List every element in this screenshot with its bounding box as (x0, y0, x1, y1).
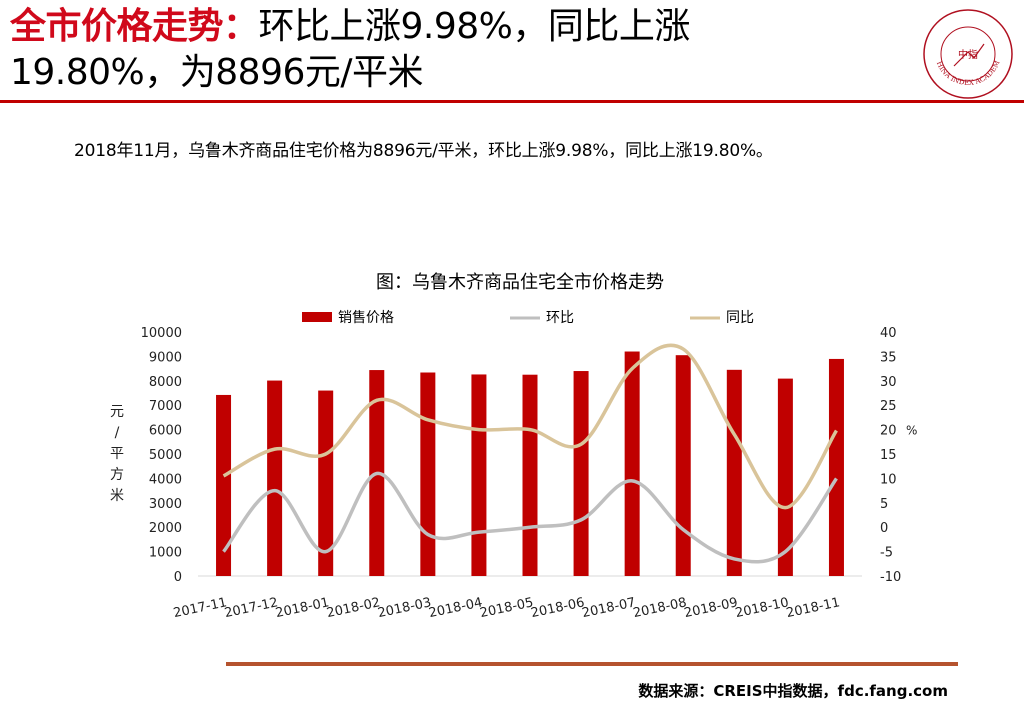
y-right-tick-label: 0 (880, 521, 888, 536)
chart-title: 图：乌鲁木齐商品住宅全市价格走势 (376, 272, 664, 293)
y-left-axis-label-char: / (115, 425, 120, 441)
x-tick-label: 2018-01 (274, 595, 330, 621)
y-right-tick-label: -10 (880, 570, 901, 585)
china-index-academy-logo: CHINA INDEX ACADEMY 中指 (922, 8, 1013, 99)
x-tick-label: 2018-02 (325, 595, 381, 621)
y-right-tick-label: 40 (880, 326, 897, 341)
summary-text: 2018年11月，乌鲁木齐商品住宅价格为8896元/平米，环比上涨9.98%，同… (74, 141, 773, 161)
footer-divider (226, 662, 958, 666)
x-tick-label: 2018-04 (427, 595, 483, 621)
y-left-tick-label: 4000 (149, 472, 182, 487)
x-tick-label: 2018-05 (479, 595, 535, 621)
y-left-tick-label: 3000 (149, 497, 182, 512)
x-tick-label: 2018-03 (376, 595, 432, 621)
x-tick-label: 2018-11 (785, 595, 841, 621)
legend-label-mom: 环比 (546, 310, 574, 326)
page-title: 全市价格走势：环比上涨9.98%，同比上涨 19.80%，为8896元/平米 (10, 4, 910, 96)
bar-sales-price (318, 390, 334, 576)
title-divider (0, 100, 1024, 103)
y-left-axis-label-char: 元 (110, 404, 124, 420)
y-left-tick-label: 7000 (149, 399, 182, 414)
y-right-tick-label: -5 (880, 546, 893, 561)
y-left-tick-label: 10000 (141, 326, 182, 341)
bar-sales-price (828, 358, 844, 576)
y-left-tick-label: 1000 (149, 546, 182, 561)
x-tick-label: 2018-07 (581, 595, 637, 621)
legend-swatch-price (302, 312, 332, 322)
x-tick-label: 2018-09 (683, 595, 739, 621)
bar-sales-price (675, 355, 691, 576)
y-right-tick-label: 10 (880, 472, 897, 487)
bar-sales-price (777, 378, 793, 576)
legend-label-yoy: 同比 (726, 310, 754, 326)
bar-sales-price (267, 380, 283, 576)
y-left-axis-label-char: 平 (110, 446, 124, 462)
y-right-tick-label: 20 (880, 424, 897, 439)
x-tick-label: 2018-08 (632, 595, 688, 621)
x-tick-label: 2018-10 (734, 595, 790, 621)
y-right-tick-label: 25 (880, 399, 897, 414)
line-mom (222, 471, 838, 564)
x-tick-label: 2017-11 (172, 595, 228, 621)
y-right-tick-label: 5 (880, 497, 888, 512)
y-left-tick-label: 5000 (149, 448, 182, 463)
y-left-axis-label-char: 方 (110, 467, 124, 483)
bar-sales-price (522, 374, 538, 576)
title-line2: 19.80%，为8896元/平米 (10, 52, 424, 93)
y-right-tick-label: 15 (880, 448, 897, 463)
bar-sales-price (216, 394, 232, 576)
line-yoy (222, 343, 838, 510)
bar-sales-price (726, 369, 742, 576)
bar-sales-price (624, 351, 640, 576)
y-right-tick-label: 30 (880, 375, 897, 390)
y-left-tick-label: 6000 (149, 424, 182, 439)
y-left-tick-label: 2000 (149, 521, 182, 536)
y-left-axis-label-char: 米 (110, 488, 124, 504)
bar-sales-price (471, 374, 487, 576)
x-tick-label: 2018-06 (530, 595, 586, 621)
title-highlight: 全市价格走势： (10, 6, 259, 47)
bar-sales-price (420, 372, 436, 576)
y-left-tick-label: 9000 (149, 350, 182, 365)
y-right-tick-label: 35 (880, 350, 897, 365)
bar-sales-price (573, 371, 589, 576)
y-left-tick-label: 8000 (149, 375, 182, 390)
y-right-axis-label: % (906, 424, 917, 438)
y-left-tick-label: 0 (174, 570, 182, 585)
data-source: 数据来源：CREIS中指数据，fdc.fang.com (638, 682, 948, 700)
x-tick-label: 2017-12 (223, 595, 279, 621)
legend-label-price: 销售价格 (338, 310, 394, 326)
title-rest: 环比上涨9.98%，同比上涨 (258, 6, 691, 47)
